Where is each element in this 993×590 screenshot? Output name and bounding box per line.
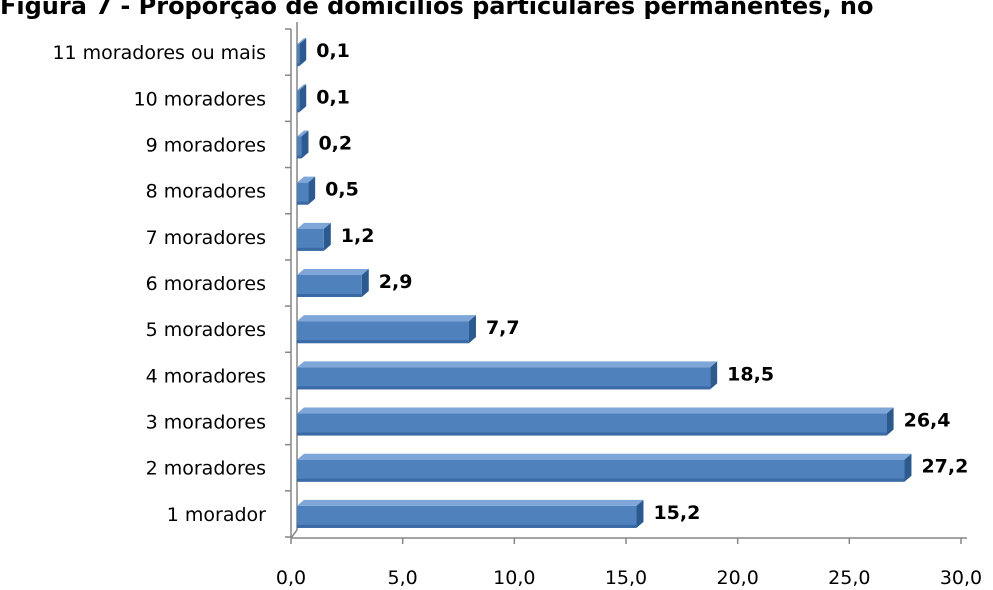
bar-top [297,407,894,414]
bar-top [297,315,476,322]
category-label: 9 moradores [146,134,266,156]
bar-top [297,499,644,506]
bar [297,136,302,159]
data-label: 0,2 [318,132,352,154]
category-label: 4 moradores [146,365,266,387]
bar-top [297,130,309,137]
bar-side [308,176,316,205]
data-label: 0,1 [316,40,350,62]
bar-side [323,222,331,251]
bar-shade [297,155,302,159]
bar-side [710,361,718,390]
bar-side [636,499,644,528]
category-label: 10 moradores [134,88,266,110]
x-tick-label: 30,0 [940,567,982,589]
bar-shade [297,432,887,436]
bar-top [297,361,718,368]
bar-side [904,453,912,482]
axis-corner-line [290,529,298,539]
bar-top [297,84,307,91]
bar-side [301,130,309,159]
bar-shade [297,478,905,482]
bar-shade [297,524,637,528]
x-tick-label: 0,0 [276,567,306,589]
x-tick-label: 15,0 [605,567,647,589]
chart-title: Figura 7 - Proporção de domicílios parti… [0,0,874,20]
bar-side [361,269,369,297]
bar-top [297,453,912,460]
x-tick-label: 5,0 [388,567,418,589]
category-label: 1 morador [167,504,266,526]
bar-side [299,38,307,67]
data-label: 1,2 [341,225,375,247]
bar [297,413,887,436]
category-label: 11 moradores ou mais [52,42,266,64]
bar-shade [297,201,309,205]
bar [297,44,300,67]
bar-shade [297,109,300,113]
data-label: 15,2 [653,502,700,524]
data-label: 18,5 [727,363,774,385]
bar [297,367,711,390]
data-label: 26,4 [904,410,951,432]
bar [297,90,300,113]
bar-side [468,315,476,344]
data-label: 2,9 [379,271,413,293]
chart-labels: 0,0 5,0 10,0 15,0 20,0 25,0 30,0 1 morador 15,2 2… [52,40,982,589]
bar-series [297,38,912,528]
bar [297,321,469,344]
category-label: 7 moradores [146,227,266,249]
category-label: 8 moradores [146,181,266,203]
bar [297,505,637,528]
category-label: 3 moradores [146,412,266,434]
bar-shade [297,63,300,67]
bar [297,459,905,482]
data-label: 27,2 [921,456,968,478]
category-label: 5 moradores [146,319,266,341]
bar-shade [297,247,324,251]
bar-side [886,407,894,436]
bar-top [297,176,316,183]
x-tick-label: 10,0 [493,567,535,589]
bar-shade [297,386,711,390]
bar-top [297,222,331,229]
bar-side [299,84,307,113]
bar-shade [297,294,362,297]
bar-top [297,38,307,45]
data-label: 0,5 [325,179,359,201]
category-label: 2 moradores [146,458,266,480]
data-label: 7,7 [486,317,520,339]
bar-top [297,269,369,275]
x-tick-label: 25,0 [828,567,870,589]
category-label: 6 moradores [146,273,266,295]
data-label: 0,1 [316,86,350,108]
bar [297,182,309,205]
x-tick-label: 20,0 [717,567,759,589]
bar [297,228,324,251]
bar-shade [297,340,469,344]
bar [297,275,362,297]
